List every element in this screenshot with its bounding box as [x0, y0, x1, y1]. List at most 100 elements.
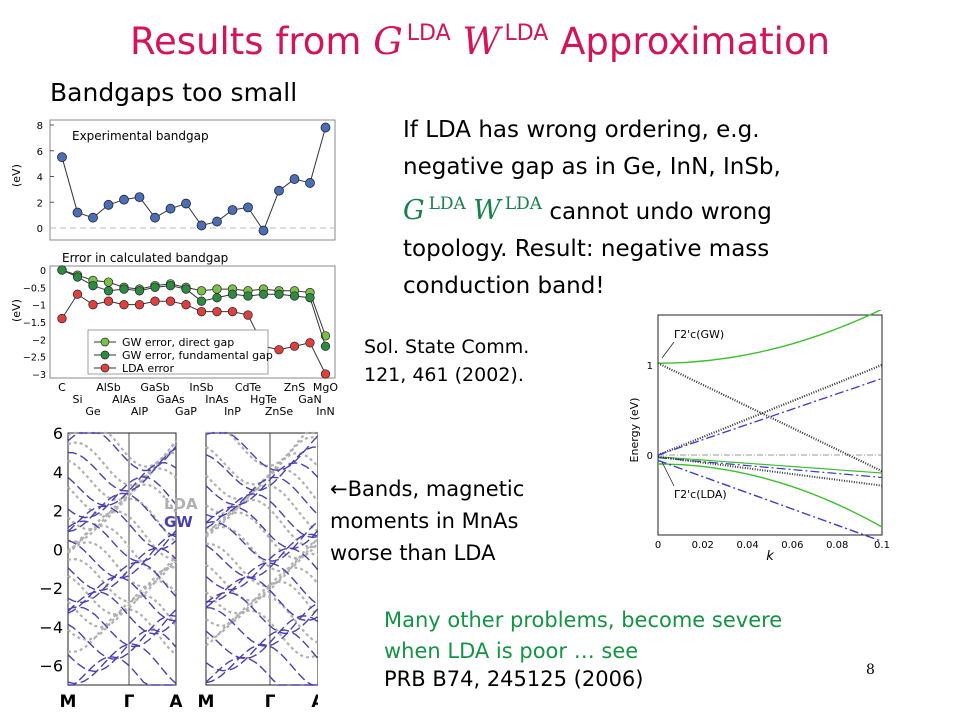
chart2-point: [227, 289, 238, 299]
chart1-point: [258, 225, 269, 236]
gw-band: [205, 591, 318, 635]
gw-band: [205, 602, 318, 647]
chart1-point: [289, 174, 300, 184]
chart2-point: [181, 284, 191, 294]
gw-band: [205, 562, 318, 605]
green-line-2: when LDA is poor … see: [384, 639, 639, 663]
lda-band: [205, 498, 318, 549]
title-g: G: [373, 20, 403, 63]
legend-lda: LDA: [164, 495, 198, 513]
lda-band: [67, 580, 177, 629]
chart2-point: [305, 293, 315, 303]
chart2-point: [196, 306, 207, 317]
chart4-ytick: 1: [647, 361, 653, 372]
chart2-point: [212, 293, 222, 303]
chart2-legend-label: GW error, direct gap: [122, 336, 234, 349]
black-flat-curve: [657, 455, 883, 487]
chart2-ytick: −1.5: [23, 318, 46, 329]
chart3-kpoint: Γ: [265, 692, 276, 712]
chart2-xtick: MgO: [313, 381, 338, 394]
legend-gw: GW: [164, 513, 193, 531]
chart2-ytick: −0.5: [23, 283, 46, 294]
chart3-ytick: 2: [53, 502, 63, 521]
chart2-point: [305, 338, 315, 348]
subtitle: Bandgaps too small: [50, 78, 298, 107]
green-upper-curve: [658, 310, 882, 364]
chart2-ytick: −2: [32, 335, 46, 346]
chart2-point: [165, 296, 176, 306]
gw-band: [68, 656, 176, 686]
chart2-point: [181, 300, 191, 310]
gw-band: [205, 656, 318, 686]
chart2-point: [274, 289, 284, 299]
lda-band: [67, 441, 177, 487]
ref1-line-1: Sol. State Comm.: [364, 336, 530, 358]
chart4-xtick: 0.06: [781, 540, 803, 551]
gw-band: [67, 643, 177, 685]
chart2-xtick: HgTe: [250, 393, 277, 406]
chart2-xtick: AlSb: [96, 381, 121, 394]
lda-band: [67, 565, 177, 616]
gw-band: [205, 533, 318, 579]
blue-curve-up: [657, 377, 883, 456]
gw-band: [205, 432, 318, 472]
lda-band: [67, 451, 177, 502]
para-line-1: If LDA has wrong ordering, e.g.: [403, 117, 760, 143]
gw-band: [205, 520, 318, 562]
chart1-point: [119, 194, 129, 205]
other-problems-note: Many other problems, become severe when …: [384, 605, 782, 667]
chart1-point: [181, 198, 191, 209]
chart2-point: [227, 306, 238, 317]
energy-k-chart: Energy (eV) k 0 0.02 0.04 0.06 0.08 0.1 0 1 Γ2'…: [628, 310, 890, 564]
chart2-point: [72, 289, 83, 299]
chart3-ytick: 4: [53, 463, 63, 482]
left-arrow-icon: ←: [330, 477, 348, 501]
para-line-5: conduction band!: [403, 273, 605, 299]
chart3-ytick: −4: [39, 618, 63, 637]
blue-curve-down: [657, 459, 883, 543]
blue-flat-curve: [657, 457, 883, 479]
chart2-point: [57, 265, 67, 275]
mnas-note: ←Bands, magnetic moments in MnAs worse t…: [330, 473, 524, 569]
chart3-ytick: −6: [39, 657, 63, 676]
chart2-xtick: Si: [72, 393, 82, 406]
gw-band: [67, 492, 177, 538]
chart2-legend-marker: [100, 350, 110, 360]
lda-band: [205, 436, 318, 486]
chart1-point: [57, 152, 67, 163]
chart2-legend-marker: [100, 337, 110, 347]
chart2-point: [196, 296, 207, 306]
reference-ssc: Sol. State Comm. 121, 461 (2002).: [364, 333, 529, 389]
lda-band: [205, 511, 318, 560]
title-w-sup: LDA: [504, 21, 549, 46]
title-prefix: Results from: [129, 20, 362, 63]
green-flat-curve: [657, 456, 883, 474]
chart2-xtick: AlAs: [112, 393, 136, 406]
chart1-ytick: 2: [37, 198, 43, 209]
chart1-line: [61, 127, 326, 232]
chart2-point: [243, 291, 253, 301]
chart2-xtick: GaSb: [140, 381, 169, 394]
chart3-ytick: 0: [53, 540, 63, 559]
ordering-paragraph: If LDA has wrong ordering, e.g. negative…: [403, 112, 923, 305]
lda-band: [205, 566, 318, 615]
chart1-point: [212, 216, 222, 227]
gw-band: [67, 629, 177, 673]
gw-band: [205, 462, 318, 506]
lda-band: [67, 524, 177, 574]
chart1-ytick: 8: [37, 121, 43, 132]
chart2-point: [165, 280, 176, 291]
gw-band: [67, 576, 177, 622]
chart4-xtick: 0.02: [692, 540, 714, 551]
chart1-point: [227, 205, 238, 215]
para-line-3-tail: cannot undo wrong: [542, 199, 772, 225]
lda-band: [205, 484, 318, 533]
mnas-line-2: moments in MnAs: [330, 509, 519, 533]
chart4-ytick: 0: [647, 451, 653, 462]
gw-band: [67, 476, 177, 519]
chart2-xtick: ZnS: [284, 381, 306, 394]
chart2-legend-label: LDA error: [122, 362, 175, 375]
lda-band: [205, 538, 318, 588]
chart2-point: [119, 284, 129, 294]
experimental-bandgap-chart: Experimental bandgap (eV) 0 2 4 6 8: [10, 119, 336, 241]
